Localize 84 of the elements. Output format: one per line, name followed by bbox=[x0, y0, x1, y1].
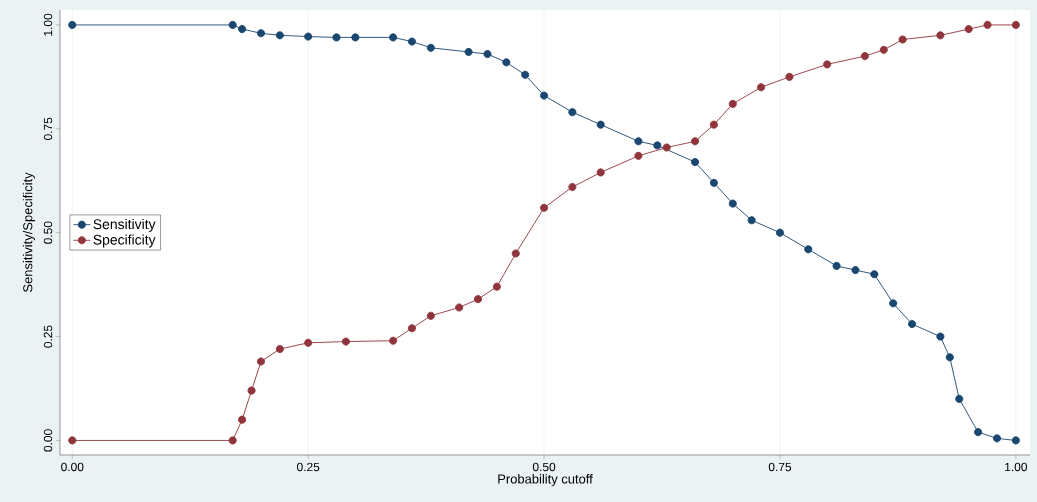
point bbox=[341, 337, 350, 346]
point bbox=[540, 203, 549, 212]
point bbox=[898, 35, 907, 44]
point bbox=[936, 332, 945, 341]
point bbox=[945, 353, 954, 362]
legend-label: Sensitivity bbox=[93, 218, 156, 232]
point bbox=[332, 33, 341, 42]
point bbox=[540, 91, 549, 100]
point bbox=[747, 216, 756, 225]
point bbox=[389, 33, 398, 42]
point bbox=[568, 108, 577, 117]
point bbox=[964, 25, 973, 34]
point bbox=[275, 345, 284, 354]
point bbox=[1011, 20, 1020, 29]
point bbox=[568, 182, 577, 192]
point bbox=[709, 178, 718, 187]
x-tick-label: 0.25 bbox=[297, 462, 320, 472]
point bbox=[983, 20, 992, 29]
point bbox=[728, 199, 737, 208]
point bbox=[691, 137, 700, 146]
point bbox=[464, 47, 473, 56]
point bbox=[238, 25, 247, 34]
point bbox=[256, 357, 266, 366]
point bbox=[851, 266, 860, 275]
point bbox=[304, 32, 313, 41]
y-tick-label: 0.00 bbox=[43, 429, 53, 452]
point bbox=[691, 158, 700, 167]
point bbox=[68, 20, 77, 29]
point bbox=[455, 303, 464, 312]
point bbox=[832, 261, 841, 270]
point bbox=[785, 72, 794, 81]
point bbox=[889, 299, 898, 308]
x-tick-label: 1.00 bbox=[1005, 462, 1028, 472]
point bbox=[275, 31, 284, 40]
point bbox=[860, 52, 869, 61]
point bbox=[955, 394, 964, 403]
point bbox=[256, 29, 266, 38]
point bbox=[511, 249, 520, 258]
point bbox=[974, 428, 983, 437]
point bbox=[1011, 436, 1020, 445]
point bbox=[426, 43, 435, 52]
x-tick-label: 0.50 bbox=[532, 462, 556, 472]
point bbox=[426, 311, 435, 320]
point bbox=[870, 270, 879, 279]
point bbox=[879, 45, 888, 54]
point bbox=[521, 70, 530, 79]
point bbox=[389, 336, 398, 345]
point bbox=[653, 141, 662, 150]
point bbox=[804, 245, 813, 254]
point bbox=[596, 120, 605, 129]
point bbox=[68, 436, 77, 445]
legend-label: Specificity bbox=[93, 234, 156, 248]
point bbox=[662, 143, 671, 152]
y-tick-label: 0.25 bbox=[43, 325, 53, 348]
point bbox=[596, 168, 605, 177]
point bbox=[238, 415, 247, 424]
point bbox=[757, 83, 766, 92]
point bbox=[473, 295, 483, 304]
point bbox=[351, 33, 360, 42]
point bbox=[728, 99, 737, 108]
point bbox=[709, 120, 718, 129]
y-tick-label: 0.75 bbox=[43, 117, 53, 140]
point bbox=[908, 320, 917, 329]
x-axis-title: Probability cutoff bbox=[498, 474, 593, 487]
point bbox=[483, 49, 492, 59]
point bbox=[992, 434, 1002, 443]
point bbox=[823, 60, 832, 69]
point bbox=[407, 37, 416, 46]
point bbox=[936, 31, 945, 40]
y-tick-label: 1.00 bbox=[43, 13, 53, 36]
point bbox=[247, 386, 256, 395]
point bbox=[775, 228, 784, 237]
x-tick-label: 0.75 bbox=[768, 462, 792, 472]
point bbox=[502, 58, 511, 67]
x-tick-label: 0.00 bbox=[61, 462, 84, 472]
point bbox=[634, 137, 643, 146]
point bbox=[492, 282, 501, 291]
point bbox=[228, 20, 237, 29]
point bbox=[407, 324, 416, 333]
point bbox=[304, 338, 313, 347]
point bbox=[634, 151, 643, 160]
y-axis-title: Sensitivity/Specificity bbox=[22, 172, 35, 292]
point bbox=[228, 436, 237, 445]
y-tick-label: 0.50 bbox=[43, 221, 53, 244]
